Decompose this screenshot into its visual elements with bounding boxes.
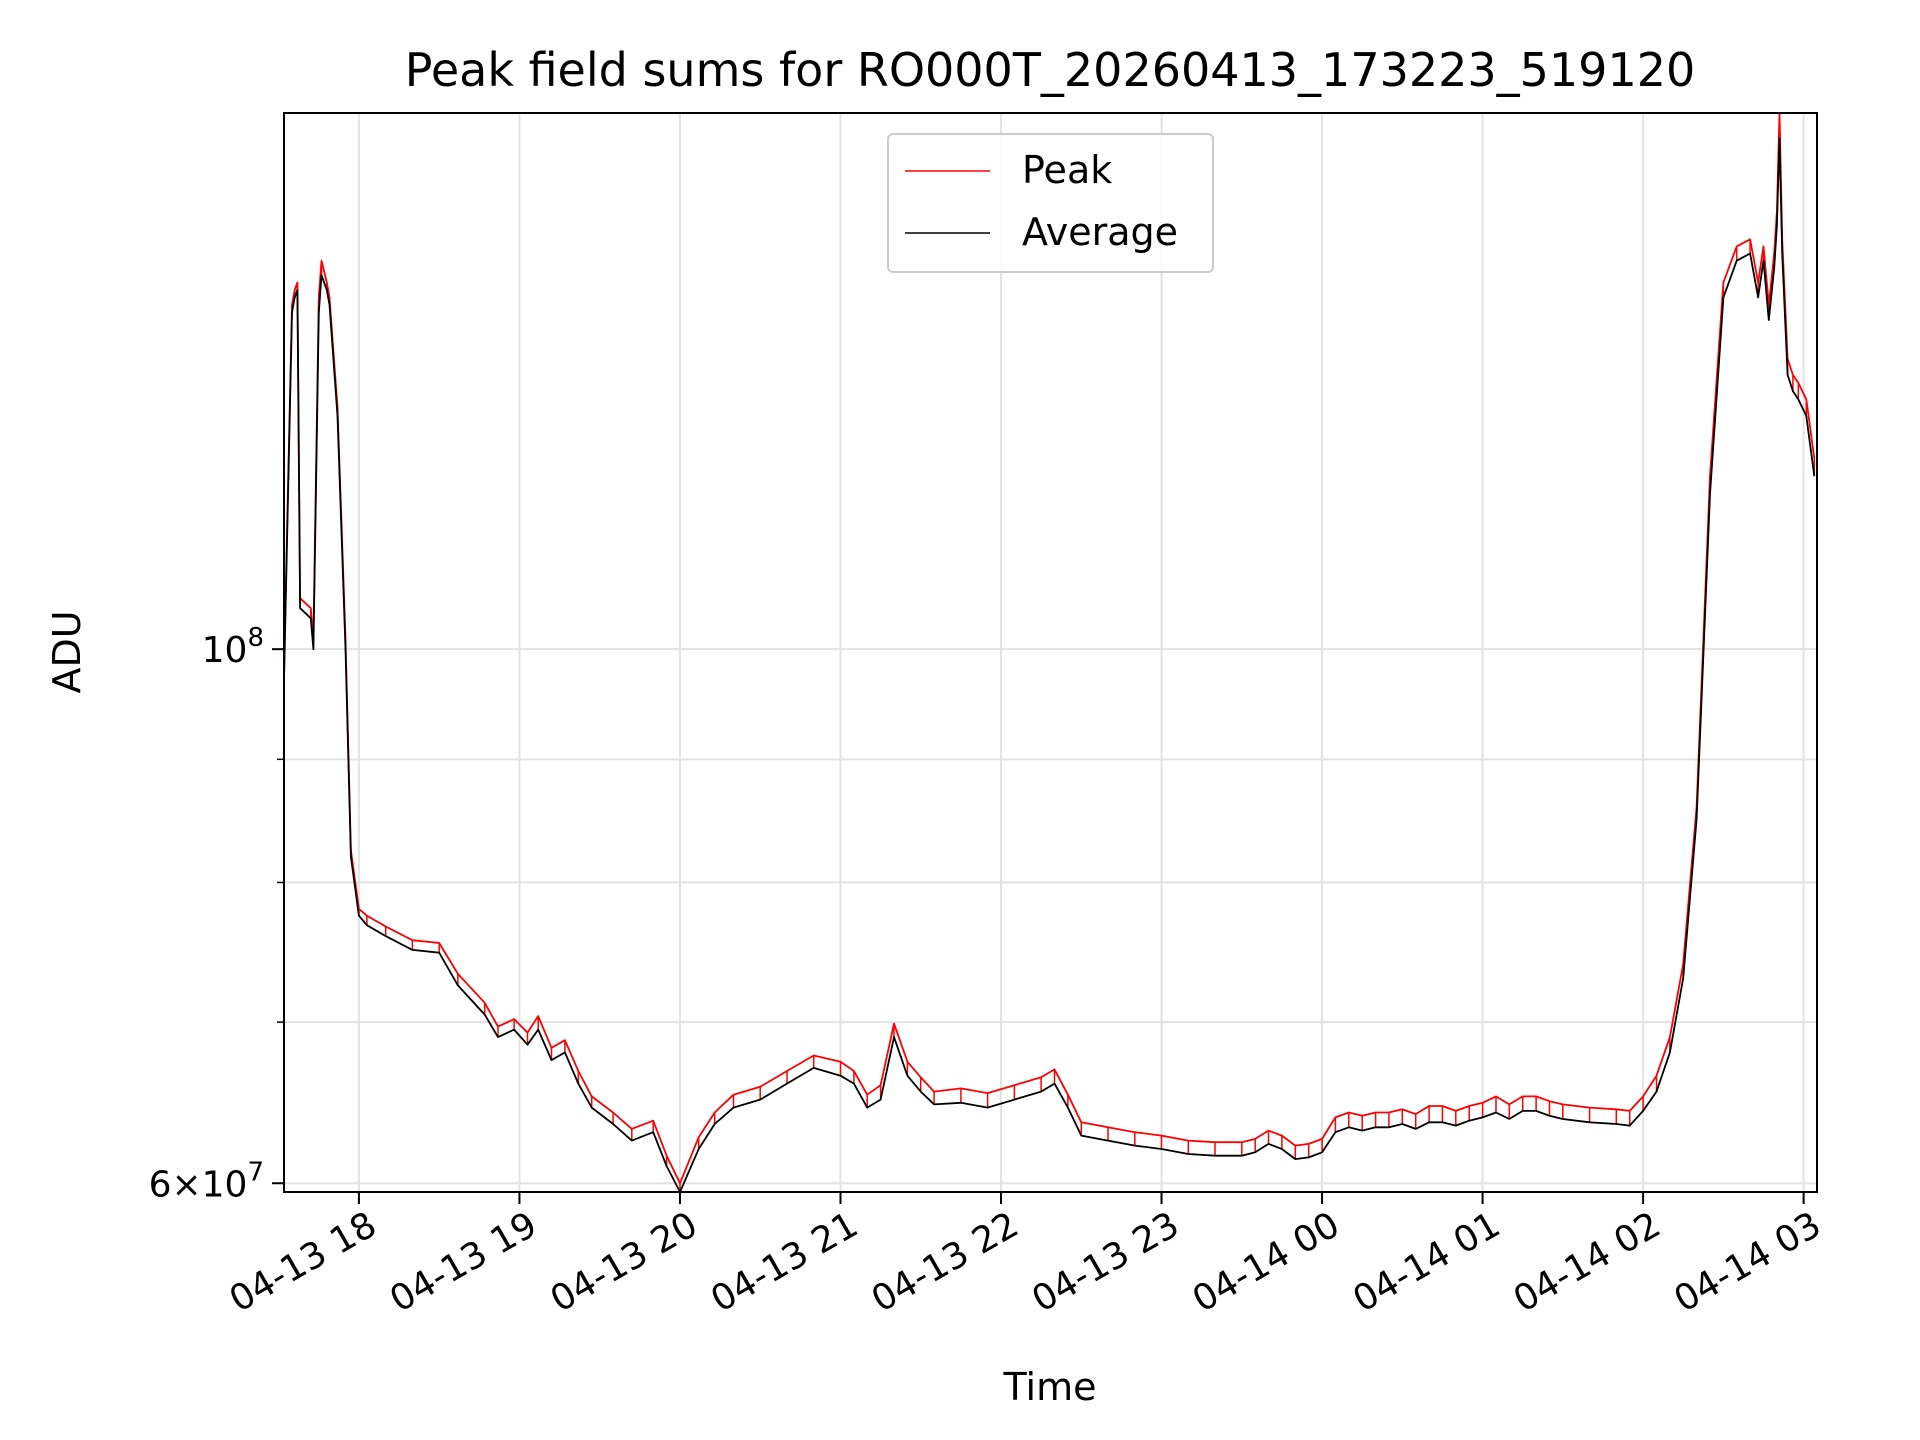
x-tick-label: 04-13 22: [865, 1204, 1026, 1320]
x-tick-label: 04-14 00: [1186, 1204, 1347, 1320]
x-tick-label: 04-14 03: [1667, 1204, 1828, 1320]
legend-average-label: Average: [1022, 210, 1178, 254]
x-tick-label: 04-13 23: [1025, 1204, 1186, 1320]
legend-peak-label: Peak: [1022, 148, 1112, 192]
plot-area: [283, 112, 1816, 1193]
y-tick-label: 6×107: [149, 1157, 264, 1205]
legend: Peak Average: [887, 133, 1214, 273]
x-tick-label: 04-14 02: [1507, 1204, 1668, 1320]
legend-box: [887, 133, 1214, 273]
x-tick-label: 04-13 21: [704, 1204, 865, 1320]
x-tick-label: 04-13 19: [383, 1204, 544, 1320]
chart-title: Peak field sums for RO000T_20260413_1732…: [405, 43, 1696, 97]
y-axis-label: ADU: [45, 610, 89, 693]
x-axis-label: Time: [1003, 1365, 1097, 1409]
x-tick-label: 04-13 18: [223, 1204, 384, 1320]
ticks: 04-13 18 04-13 19 04-13 20 04-13 21 04-13 22…: [149, 623, 1829, 1321]
series-average: [283, 137, 1816, 1193]
y-tick-label: 108: [202, 623, 264, 671]
x-tick-label: 04-14 01: [1346, 1204, 1507, 1320]
series-peak: [283, 112, 1816, 1185]
x-tick-label: 04-13 20: [544, 1204, 705, 1320]
axes-frame: [283, 112, 1818, 1193]
grid: [284, 113, 1817, 1192]
